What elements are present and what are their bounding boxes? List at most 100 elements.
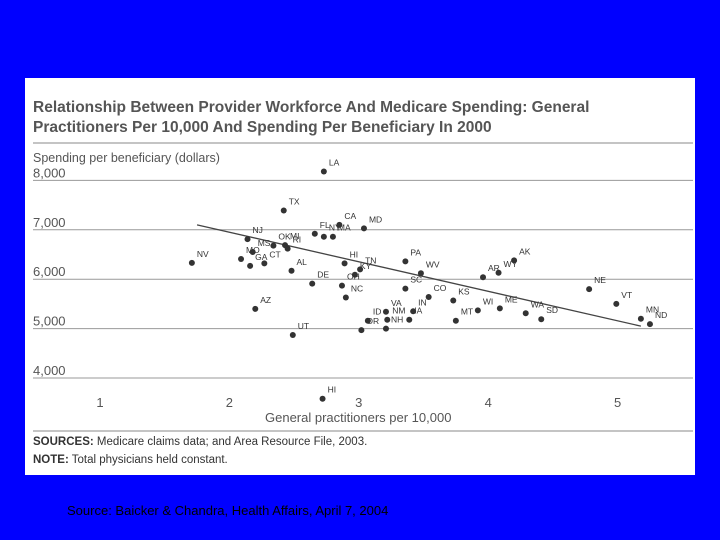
data-point — [417, 270, 424, 277]
point-label: SD — [546, 305, 558, 315]
y-axis-label: Spending per beneficiary (dollars) — [33, 151, 220, 165]
data-point — [238, 255, 245, 262]
point-label: OH — [347, 272, 360, 282]
point-label: NV — [197, 249, 209, 259]
point-label: KS — [458, 286, 470, 296]
data-point — [495, 269, 502, 276]
point-label: AR — [488, 263, 500, 273]
data-point — [646, 321, 653, 328]
point-label: WV — [426, 259, 440, 269]
point-label: NC — [351, 283, 363, 293]
data-point — [358, 327, 365, 334]
x-tick-label: 1 — [96, 395, 103, 410]
point-label: FL — [320, 220, 330, 230]
chart-title: Relationship Between Provider Workforce … — [33, 98, 683, 138]
data-point — [496, 305, 503, 312]
point-label: AZ — [260, 295, 271, 305]
x-tick-label: 3 — [355, 395, 362, 410]
point-label: WA — [531, 299, 545, 309]
point-label: ND — [655, 310, 667, 320]
point-label: WI — [483, 296, 493, 306]
data-point — [309, 280, 316, 287]
data-point — [402, 258, 409, 265]
data-point — [320, 168, 327, 175]
sources-text: Medicare claims data; and Area Resource … — [93, 436, 368, 448]
point-label: TX — [289, 197, 300, 207]
data-point — [336, 221, 343, 228]
x-tick-label: 5 — [614, 395, 621, 410]
y-tick-label: 5,000 — [33, 314, 66, 329]
data-point — [188, 259, 195, 266]
point-label: RI — [293, 235, 302, 245]
chart-title-line-1: Relationship Between Provider Workforce … — [33, 99, 590, 116]
point-label: NH — [391, 315, 403, 325]
data-point — [480, 274, 487, 281]
point-label: LA — [329, 158, 340, 168]
y-tick-label: 8,000 — [33, 165, 66, 180]
data-point — [252, 305, 259, 312]
point-label: CT — [269, 249, 280, 259]
point-label: UT — [298, 321, 309, 331]
data-point — [341, 260, 348, 267]
data-point — [452, 317, 459, 324]
point-label: ID — [373, 307, 382, 317]
point-label: MT — [461, 307, 473, 317]
point-label: IA — [414, 306, 422, 316]
x-tick-label: 2 — [226, 395, 233, 410]
data-point — [338, 282, 345, 289]
x-tick-label: 4 — [485, 395, 492, 410]
data-point — [364, 317, 371, 324]
chart-panel: Relationship Between Provider Workforce … — [25, 78, 695, 475]
data-point — [280, 207, 287, 214]
point-label: OR — [366, 316, 379, 326]
data-point — [284, 245, 291, 252]
point-label: NY — [329, 223, 341, 233]
x-axis-ticks: 1 2 3 4 5 — [96, 395, 621, 410]
point-label: SC — [410, 275, 422, 285]
data-point — [406, 316, 413, 323]
note: NOTE: Total physicians held constant. — [33, 454, 228, 466]
data-point — [382, 308, 389, 315]
point-label: IN — [418, 297, 427, 307]
data-point — [311, 230, 318, 237]
data-point — [329, 233, 336, 240]
point-label: MI — [290, 231, 299, 241]
data-point — [425, 293, 432, 300]
data-point — [261, 260, 268, 267]
data-point — [244, 236, 251, 243]
data-point — [586, 286, 593, 293]
data-point — [288, 267, 295, 274]
data-point — [382, 325, 389, 332]
point-label: KY — [360, 261, 372, 271]
point-label: NM — [392, 306, 405, 316]
data-point — [402, 285, 409, 292]
chart-title-line-2: Practitioners Per 10,000 And Spending Pe… — [33, 119, 492, 136]
point-label: CO — [434, 283, 447, 293]
point-label: MA — [338, 223, 351, 233]
data-point — [450, 297, 457, 304]
point-label: MS — [258, 238, 271, 248]
data-point — [613, 300, 620, 307]
note-text: Total physicians held constant. — [68, 454, 228, 466]
y-tick-label: 6,000 — [33, 264, 66, 279]
data-point — [538, 316, 545, 323]
point-label: CA — [344, 211, 356, 221]
data-point — [522, 310, 529, 317]
point-label: HI — [328, 385, 337, 395]
data-point — [474, 307, 481, 314]
point-label: DE — [317, 270, 329, 280]
point-label: AL — [297, 257, 308, 267]
point-label: PA — [410, 247, 421, 257]
point-label: HI — [350, 249, 359, 259]
point-label: WY — [504, 259, 518, 269]
y-axis-ticks: 4,000 5,000 6,000 7,000 8,000 — [33, 165, 66, 378]
note-label: NOTE: — [33, 454, 69, 466]
point-label: VA — [391, 298, 402, 308]
point-label: AK — [519, 246, 531, 256]
x-axis-label: General practitioners per 10,000 — [265, 410, 451, 425]
data-point — [247, 262, 254, 269]
point-label: MD — [369, 214, 382, 224]
data-point — [270, 242, 277, 249]
sources-note: SOURCES: Medicare claims data; and Area … — [33, 436, 367, 448]
